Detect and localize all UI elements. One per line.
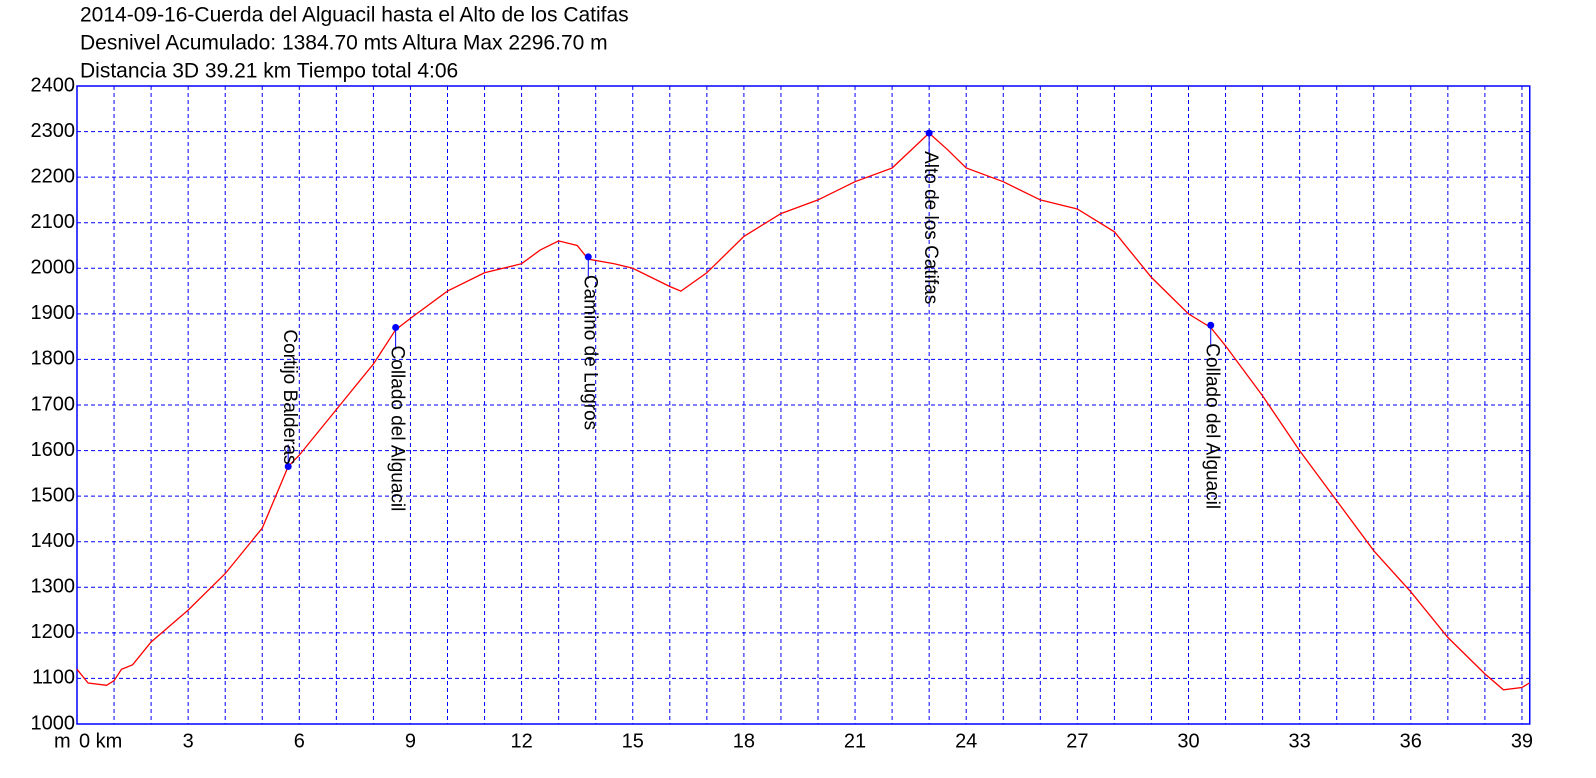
x-tick-label: 30 [1177,730,1199,752]
y-tick-label: 1800 [31,348,76,370]
x-tick-label: 36 [1400,730,1422,752]
x-tick-label: 6 [294,730,305,752]
plot-frame [76,85,1531,725]
y-tick-label: 1600 [31,439,76,461]
waypoint-marker [925,129,933,137]
x-tick-label: 12 [510,730,532,752]
x-tick-label: 3 [183,730,194,752]
elevation-line [76,132,1530,691]
x-tick-label: 9 [405,730,416,752]
chart-title-line: 2014-09-16-Cuerda del Alguacil hasta el … [80,4,629,27]
x-tick-label: 27 [1066,730,1088,752]
x-tick-label: 15 [622,730,644,752]
y-tick-label: 1700 [31,393,76,415]
waypoint-label: Camino de Lugros [579,275,600,430]
y-tick-label: 1000 [31,712,76,734]
y-tick-label: 1200 [31,621,76,643]
y-tick-label: 2100 [31,211,76,233]
y-tick-label: 2400 [31,74,76,96]
waypoint-marker [284,463,292,471]
y-tick-label: 1400 [31,530,76,552]
y-tick-label: 2000 [31,257,76,279]
x-tick-label: 39 [1511,730,1533,752]
y-tick-label: 1500 [31,484,76,506]
waypoint-label: Cortijo Balderas [279,329,300,464]
y-unit: m [54,730,71,752]
waypoint-marker [1207,321,1215,329]
chart-title-line: Desnivel Acumulado: 1384.70 mts Altura M… [80,32,608,55]
waypoint-marker [392,324,400,332]
x-tick-label: 18 [733,730,755,752]
y-tick-label: 2300 [31,120,76,142]
x-tick-label: 24 [955,730,977,752]
chart-title-line: Distancia 3D 39.21 km Tiempo total 4:06 [80,60,458,83]
y-tick-label: 1100 [32,667,75,689]
waypoint-marker [584,253,592,261]
y-tick-label: 2200 [31,165,76,187]
y-tick-label: 1900 [31,302,76,324]
waypoint-label: Collado del Alguacil [1202,343,1223,509]
x-tick-label: 21 [844,730,866,752]
y-tick-label: 1300 [31,576,76,598]
x-tick-label: 0 km [79,730,122,752]
x-tick-label: 33 [1289,730,1311,752]
waypoint-label: Alto de los Catifas [920,151,941,304]
waypoint-label: Collado del Alguacil [387,346,408,512]
